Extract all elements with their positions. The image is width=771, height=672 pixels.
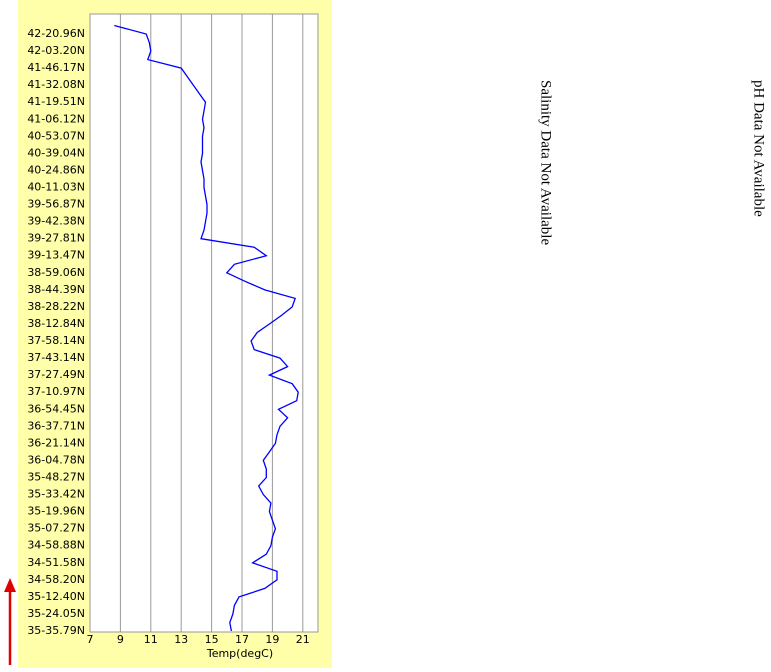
y-tick-label: 36-04.78N: [27, 453, 85, 466]
y-tick-label: 35-24.05N: [27, 607, 85, 620]
y-tick-label: 40-24.86N: [27, 163, 85, 176]
y-tick-label: 38-44.39N: [27, 283, 85, 296]
y-tick-label: 35-33.42N: [27, 488, 85, 501]
y-tick-label: 40-39.04N: [27, 146, 85, 159]
x-tick-label: 7: [87, 633, 94, 646]
y-tick-label: 38-28.22N: [27, 300, 85, 313]
x-tick-label: 9: [117, 633, 124, 646]
y-tick-label: 40-11.03N: [27, 181, 85, 194]
y-tick-label: 35-12.40N: [27, 590, 85, 603]
plot-area: [90, 14, 318, 632]
x-tick-label: 13: [174, 633, 188, 646]
y-tick-label: 39-42.38N: [27, 215, 85, 228]
y-tick-label: 35-48.27N: [27, 470, 85, 483]
y-tick-label: 41-19.51N: [27, 95, 85, 108]
annotation: pH Data Not Available: [751, 80, 767, 217]
y-tick-label: 36-54.45N: [27, 402, 85, 415]
y-tick-label: 41-32.08N: [27, 78, 85, 91]
y-tick-label: 34-58.20N: [27, 573, 85, 586]
y-tick-label: 41-46.17N: [27, 61, 85, 74]
y-tick-label: 34-58.88N: [27, 539, 85, 552]
y-tick-label: 40-53.07N: [27, 129, 85, 142]
y-tick-label: 39-27.81N: [27, 232, 85, 245]
y-tick-label: 35-19.96N: [27, 505, 85, 518]
y-tick-label: 37-10.97N: [27, 385, 85, 398]
y-tick-label: 42-03.20N: [27, 44, 85, 57]
y-tick-label: 36-37.71N: [27, 419, 85, 432]
plot-border: [89, 13, 319, 633]
data-line: [114, 24, 299, 632]
y-tick-label: 37-58.14N: [27, 334, 85, 347]
y-tick-label: 39-13.47N: [27, 249, 85, 262]
y-tick-label: 41-06.12N: [27, 112, 85, 125]
y-tick-label: 35-35.79N: [27, 624, 85, 637]
x-tick-label: 19: [265, 633, 279, 646]
y-tick-label: 36-21.14N: [27, 436, 85, 449]
y-tick-label: 38-12.84N: [27, 317, 85, 330]
y-tick-label: 38-59.06N: [27, 266, 85, 279]
y-tick-label: 34-51.58N: [27, 556, 85, 569]
y-tick-label: 42-20.96N: [27, 27, 85, 40]
x-tick-label: 17: [235, 633, 249, 646]
y-tick-label: 35-07.27N: [27, 522, 85, 535]
y-tick-label: 37-27.49N: [27, 368, 85, 381]
y-tick-label: 39-56.87N: [27, 198, 85, 211]
x-tick-label: 21: [296, 633, 310, 646]
annotation: Salinity Data Not Available: [538, 80, 554, 245]
arrow-head: [4, 578, 16, 592]
x-tick-label: 15: [205, 633, 219, 646]
y-tick-label: 37-43.14N: [27, 351, 85, 364]
x-axis-label: Temp(degC): [206, 647, 273, 660]
x-tick-label: 11: [144, 633, 158, 646]
